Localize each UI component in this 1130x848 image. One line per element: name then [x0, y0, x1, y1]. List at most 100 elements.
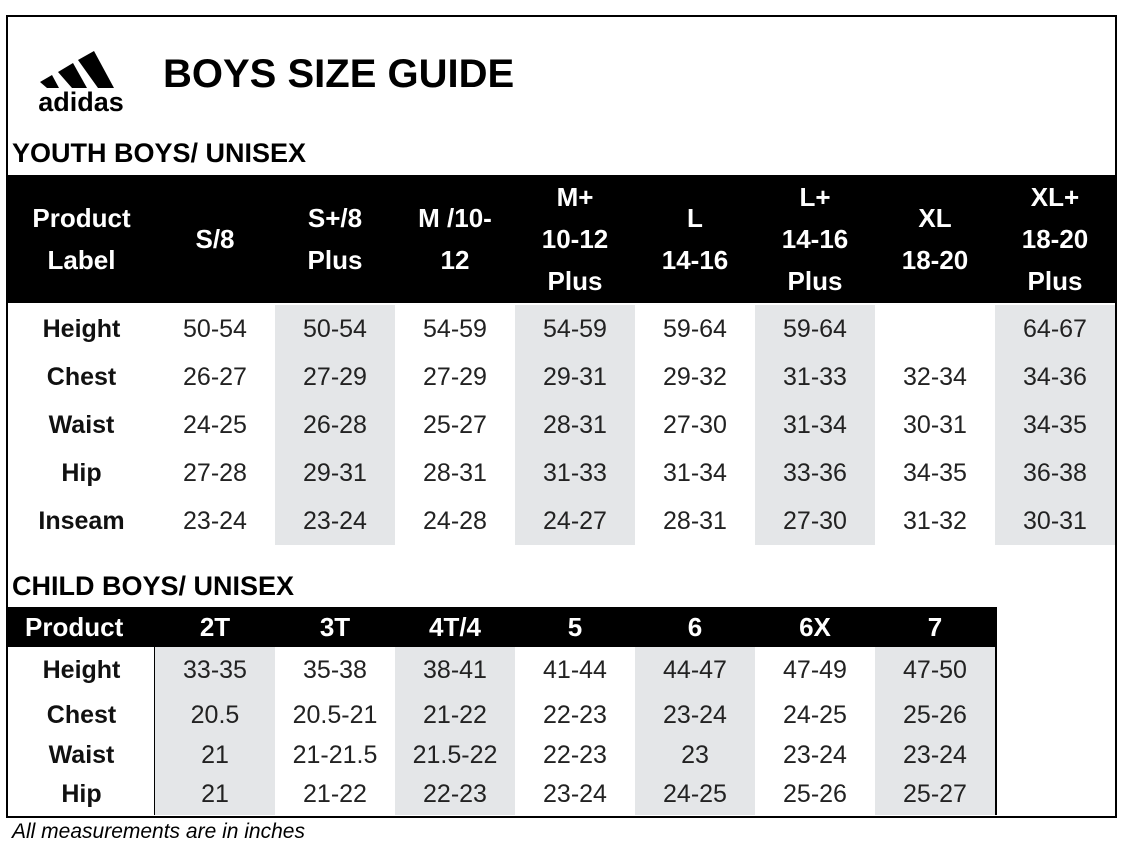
- cell-value: 33-36: [783, 458, 847, 487]
- column-header: Product Label: [32, 203, 131, 275]
- cell-value: 21-21.5: [292, 740, 378, 769]
- cell-value: 26-27: [183, 362, 247, 391]
- cell-value: 27-29: [423, 362, 487, 391]
- column-shade: [635, 647, 755, 815]
- column-header: 4T/4: [428, 612, 482, 642]
- cell-value: 34-36: [1023, 362, 1087, 391]
- row-label: Chest: [46, 700, 117, 729]
- cell-value: 47-50: [903, 656, 967, 684]
- cell-value: 22-23: [543, 700, 607, 729]
- column-header: 6: [687, 612, 703, 642]
- row-label: Inseam: [38, 506, 125, 535]
- cell-value: 21: [201, 740, 229, 769]
- row-label: Waist: [48, 410, 115, 439]
- column-header: L+ 14-16 Plus: [781, 182, 849, 296]
- cell-value: 28-31: [423, 458, 487, 487]
- cell-value: 21.5-22: [412, 740, 498, 769]
- cell-value: 26-28: [303, 410, 367, 439]
- cell-value: 24-28: [423, 506, 487, 535]
- cell-value: 36-38: [1023, 458, 1087, 487]
- cell-value: 23: [681, 740, 709, 769]
- column-header: 3T: [319, 612, 351, 642]
- cell-value: 23-24: [903, 740, 967, 769]
- cell-value: 31-34: [663, 458, 727, 487]
- column-header: XL 18-20: [901, 203, 969, 275]
- column-shade: [515, 305, 635, 545]
- column-header: 2T: [199, 612, 231, 642]
- row-label: Hip: [61, 458, 102, 487]
- cell-value: 29-31: [543, 362, 607, 391]
- cell-value: 20.5: [190, 700, 240, 729]
- cell-value: 24-27: [543, 506, 607, 535]
- cell-value: 31-34: [783, 410, 847, 439]
- row-label: Waist: [48, 740, 115, 769]
- column-shade: [875, 647, 995, 815]
- column-shade: [275, 305, 395, 545]
- column-header: 6X: [799, 612, 831, 642]
- column-shade: [155, 647, 275, 815]
- cell-value: 59-64: [663, 314, 727, 343]
- cell-value: 23-24: [183, 506, 247, 535]
- cell-value: 50-54: [303, 314, 367, 343]
- column-header: S+/8 Plus: [307, 203, 363, 275]
- divider: [154, 647, 155, 815]
- divider: [995, 607, 997, 815]
- header-row: [8, 175, 1115, 303]
- cell-value: 21-22: [423, 700, 487, 729]
- column-header: M+ 10-12 Plus: [541, 182, 609, 296]
- section-title: YOUTH BOYS/ UNISEX: [12, 138, 307, 168]
- cell-value: 31-33: [543, 458, 607, 487]
- cell-value: 29-32: [663, 362, 727, 391]
- column-shade: [755, 305, 875, 545]
- column-header: 7: [927, 612, 943, 642]
- cell-value: 28-31: [543, 410, 607, 439]
- row-label: Chest: [46, 362, 117, 391]
- cell-value: 23-24: [783, 740, 847, 769]
- footnote: All measurements are in inches: [12, 820, 305, 843]
- cell-value: 20.5-21: [292, 700, 378, 729]
- cell-value: 21: [201, 780, 229, 808]
- column-header: Product: [25, 612, 124, 642]
- cell-value: 54-59: [543, 314, 607, 343]
- cell-value: 35-38: [303, 656, 367, 684]
- cell-value: 54-59: [423, 314, 487, 343]
- cell-value: 44-47: [663, 656, 727, 684]
- cell-value: 23-24: [543, 780, 607, 808]
- column-header: XL+ 18-20 Plus: [1021, 182, 1089, 296]
- row-label: Height: [42, 314, 121, 343]
- cell-value: 28-31: [663, 506, 727, 535]
- column-header: 5: [567, 612, 583, 642]
- cell-value: 31-33: [783, 362, 847, 391]
- cell-value: 25-26: [903, 700, 967, 729]
- column-shade: [395, 647, 515, 815]
- cell-value: 33-35: [183, 656, 247, 684]
- cell-value: 27-29: [303, 362, 367, 391]
- cell-value: 50-54: [183, 314, 247, 343]
- cell-value: 22-23: [543, 740, 607, 769]
- cell-value: 31-32: [903, 506, 967, 535]
- cell-value: 22-23: [423, 780, 487, 808]
- logo: adidas: [38, 51, 124, 112]
- cell-value: 47-49: [783, 656, 847, 684]
- cell-value: 27-30: [783, 506, 847, 535]
- cell-value: 23-24: [303, 506, 367, 535]
- cell-value: 27-30: [663, 410, 727, 439]
- cell-value: 25-27: [903, 780, 967, 808]
- row-label: Hip: [61, 780, 102, 808]
- cell-value: 25-26: [783, 780, 847, 808]
- title: BOYS SIZE GUIDE: [163, 52, 515, 96]
- cell-value: 32-34: [903, 362, 967, 391]
- column-header: S/8: [195, 224, 235, 254]
- column-header: M /10- 12: [418, 203, 492, 275]
- cell-value: 64-67: [1023, 314, 1087, 343]
- cell-value: 30-31: [1023, 506, 1087, 535]
- cell-value: 29-31: [303, 458, 367, 487]
- cell-value: 21-22: [303, 780, 367, 808]
- logo-text: adidas: [38, 87, 124, 112]
- cell-value: 24-25: [783, 700, 847, 729]
- column-header: L 14-16: [661, 203, 729, 275]
- cell-value: 34-35: [903, 458, 967, 487]
- cell-value: 34-35: [1023, 410, 1087, 439]
- cell-value: 30-31: [903, 410, 967, 439]
